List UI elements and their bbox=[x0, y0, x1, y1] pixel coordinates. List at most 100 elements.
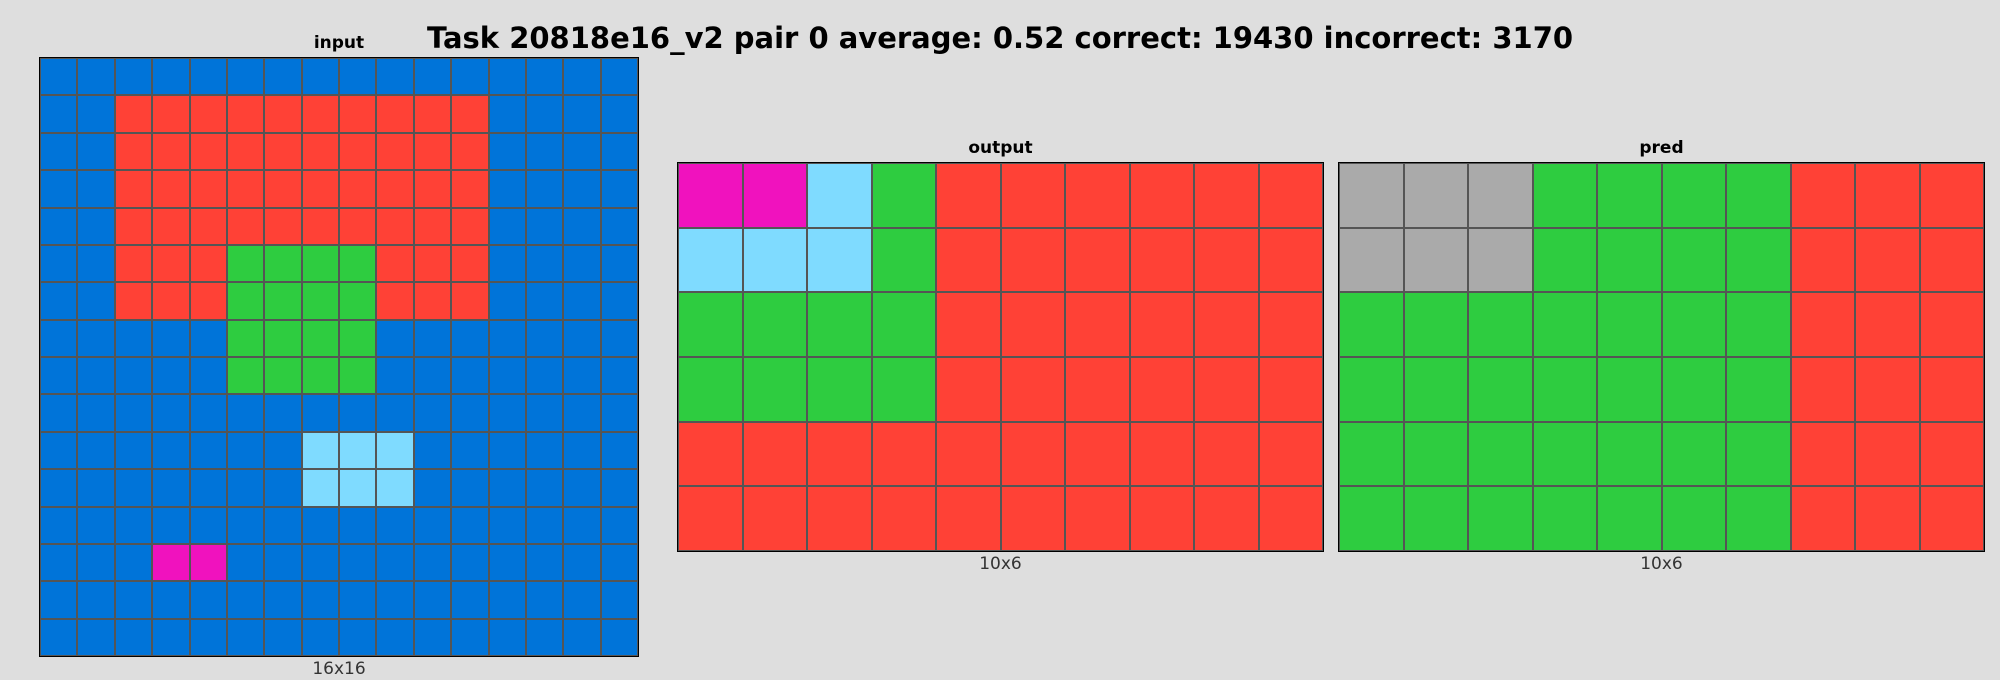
input-cell-r2-c10 bbox=[413, 132, 452, 171]
pred-cell-r0-c8 bbox=[1855, 163, 1920, 228]
input-cell-r4-c3 bbox=[152, 207, 190, 245]
output-cell-r2-c2 bbox=[807, 292, 872, 357]
pred-cell-r0-c3 bbox=[1532, 163, 1597, 228]
input-cell-r5-c11 bbox=[451, 244, 489, 283]
input-cell-r6-c13 bbox=[525, 282, 564, 320]
output-cell-r5-c0 bbox=[678, 486, 743, 551]
input-cell-r5-c7 bbox=[301, 244, 339, 283]
input-cell-r7-c13 bbox=[525, 319, 564, 357]
output-cell-r1-c4 bbox=[936, 227, 1001, 293]
output-cell-r1-c0 bbox=[678, 227, 743, 293]
input-cell-r11-c8 bbox=[339, 469, 377, 507]
input-cell-r14-c6 bbox=[264, 581, 302, 619]
input-cell-r0-c1 bbox=[77, 58, 115, 96]
input-cell-r2-c5 bbox=[226, 132, 265, 171]
input-cell-r3-c15 bbox=[600, 170, 638, 208]
input-cell-r13-c6 bbox=[264, 543, 302, 582]
input-cell-r12-c1 bbox=[77, 506, 115, 544]
output-cell-r0-c6 bbox=[1065, 163, 1130, 228]
output-cell-r3-c4 bbox=[936, 356, 1001, 422]
output-cell-r4-c9 bbox=[1258, 421, 1323, 487]
output-cell-r3-c3 bbox=[871, 356, 936, 422]
input-cell-r5-c14 bbox=[563, 244, 601, 283]
input-cell-r14-c14 bbox=[563, 581, 601, 619]
input-cell-r3-c1 bbox=[77, 170, 115, 208]
output-cell-r2-c8 bbox=[1194, 292, 1259, 357]
input-cell-r6-c7 bbox=[301, 282, 339, 320]
input-cell-r1-c11 bbox=[451, 95, 489, 133]
input-cell-r7-c1 bbox=[77, 319, 115, 357]
input-cell-r7-c5 bbox=[226, 319, 265, 357]
output-cell-r2-c1 bbox=[742, 292, 807, 357]
pred-cell-r5-c1 bbox=[1403, 486, 1468, 551]
input-cell-r4-c6 bbox=[264, 207, 302, 245]
input-cell-r13-c0 bbox=[40, 543, 78, 582]
output-cell-r4-c3 bbox=[871, 421, 936, 487]
input-cell-r0-c13 bbox=[525, 58, 564, 96]
input-cell-r6-c0 bbox=[40, 282, 78, 320]
input-cell-r3-c8 bbox=[339, 170, 377, 208]
input-cell-r15-c5 bbox=[226, 618, 265, 656]
pred-cell-r2-c3 bbox=[1532, 292, 1597, 357]
output-size-label: 10x6 bbox=[979, 554, 1022, 574]
input-cell-r15-c15 bbox=[600, 618, 638, 656]
input-cell-r2-c8 bbox=[339, 132, 377, 171]
pred-cell-r1-c3 bbox=[1532, 227, 1597, 293]
pred-cell-r3-c2 bbox=[1468, 356, 1533, 422]
output-cell-r1-c5 bbox=[1000, 227, 1065, 293]
input-cell-r3-c3 bbox=[152, 170, 190, 208]
input-cell-r13-c9 bbox=[376, 543, 414, 582]
input-cell-r12-c12 bbox=[488, 506, 526, 544]
input-cell-r11-c4 bbox=[189, 469, 227, 507]
input-cell-r15-c2 bbox=[114, 618, 153, 656]
input-cell-r10-c11 bbox=[451, 431, 489, 470]
input-cell-r14-c5 bbox=[226, 581, 265, 619]
input-cell-r5-c15 bbox=[600, 244, 638, 283]
output-cell-r0-c7 bbox=[1129, 163, 1194, 228]
output-cell-r0-c3 bbox=[871, 163, 936, 228]
input-cell-r10-c2 bbox=[114, 431, 153, 470]
input-cell-r12-c0 bbox=[40, 506, 78, 544]
output-cell-r2-c6 bbox=[1065, 292, 1130, 357]
input-cell-r1-c0 bbox=[40, 95, 78, 133]
input-cell-r12-c11 bbox=[451, 506, 489, 544]
input-cell-r12-c13 bbox=[525, 506, 564, 544]
input-cell-r2-c6 bbox=[264, 132, 302, 171]
output-cell-r2-c7 bbox=[1129, 292, 1194, 357]
input-cell-r9-c12 bbox=[488, 394, 526, 432]
input-cell-r7-c10 bbox=[413, 319, 452, 357]
input-cell-r10-c0 bbox=[40, 431, 78, 470]
output-cell-r3-c7 bbox=[1129, 356, 1194, 422]
pred-cell-r0-c7 bbox=[1790, 163, 1855, 228]
output-cell-r3-c2 bbox=[807, 356, 872, 422]
input-cell-r11-c0 bbox=[40, 469, 78, 507]
input-cell-r15-c10 bbox=[413, 618, 452, 656]
input-cell-r10-c3 bbox=[152, 431, 190, 470]
pred-cell-r0-c0 bbox=[1339, 163, 1404, 228]
output-cell-r5-c2 bbox=[807, 486, 872, 551]
input-cell-r6-c15 bbox=[600, 282, 638, 320]
input-cell-r9-c5 bbox=[226, 394, 265, 432]
output-cell-r1-c9 bbox=[1258, 227, 1323, 293]
input-cell-r8-c6 bbox=[264, 357, 302, 395]
input-cell-r8-c3 bbox=[152, 357, 190, 395]
input-cell-r1-c5 bbox=[226, 95, 265, 133]
input-cell-r10-c13 bbox=[525, 431, 564, 470]
output-cell-r3-c1 bbox=[742, 356, 807, 422]
input-cell-r14-c4 bbox=[189, 581, 227, 619]
output-cell-r5-c9 bbox=[1258, 486, 1323, 551]
input-cell-r15-c13 bbox=[525, 618, 564, 656]
input-cell-r6-c1 bbox=[77, 282, 115, 320]
output-cell-r0-c8 bbox=[1194, 163, 1259, 228]
input-cell-r15-c9 bbox=[376, 618, 414, 656]
pred-cell-r1-c4 bbox=[1597, 227, 1662, 293]
input-cell-r2-c1 bbox=[77, 132, 115, 171]
output-cell-r4-c7 bbox=[1129, 421, 1194, 487]
pred-cell-r5-c7 bbox=[1790, 486, 1855, 551]
input-cell-r7-c8 bbox=[339, 319, 377, 357]
pred-cell-r4-c9 bbox=[1919, 421, 1984, 487]
input-cell-r1-c15 bbox=[600, 95, 638, 133]
input-cell-r11-c1 bbox=[77, 469, 115, 507]
input-cell-r15-c7 bbox=[301, 618, 339, 656]
input-cell-r11-c10 bbox=[413, 469, 452, 507]
